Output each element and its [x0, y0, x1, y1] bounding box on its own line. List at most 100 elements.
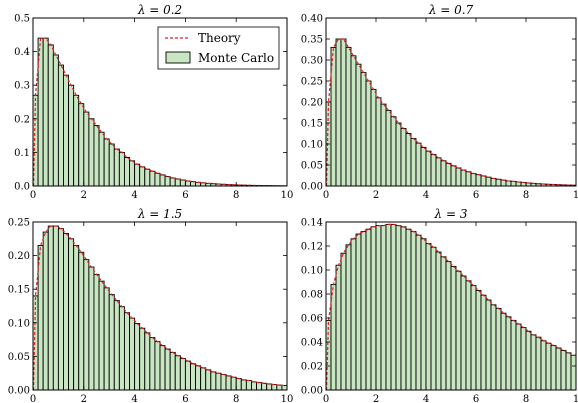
subplot-title: λ = 3: [434, 207, 468, 221]
subplot-1: 0.0 0.1 0.2 0.3 0.4 0.5 0 2 4 6 8 10 λ = 0.2 Theory Mo…: [14, 3, 293, 201]
histogram-bar: [78, 103, 85, 187]
histogram-bar: [98, 131, 105, 187]
histogram-bar: [340, 252, 347, 391]
histogram-bar: [220, 374, 227, 391]
y-tick-label: 0.3: [14, 81, 30, 92]
histogram-bar: [164, 348, 171, 391]
histogram-bar: [490, 177, 497, 187]
histogram-bar: [475, 289, 482, 391]
histogram-bar: [470, 285, 477, 391]
y-tick-label: 0.08: [301, 290, 323, 301]
histogram-bar: [190, 363, 197, 391]
histogram-bar: [425, 243, 432, 391]
histogram-bar: [83, 111, 90, 187]
histogram-bar: [88, 118, 95, 187]
histogram-bar: [375, 225, 382, 391]
histogram-bar: [174, 355, 181, 391]
x-tick-label: 1: [573, 190, 578, 201]
histogram-bar: [88, 266, 95, 391]
histogram-bar: [159, 174, 166, 187]
histogram-bar: [169, 351, 176, 391]
histogram-bar: [169, 177, 176, 187]
histogram-bar: [200, 367, 207, 391]
histogram-bar: [205, 369, 212, 391]
x-tick-label: 6: [473, 394, 479, 403]
histogram-bar: [365, 80, 372, 187]
histogram-bar: [154, 341, 161, 391]
histogram-bar: [93, 125, 100, 187]
histogram-bar: [78, 251, 85, 391]
histogram-bar: [510, 180, 517, 187]
x-tick-label: 0: [323, 190, 329, 201]
histogram-bar: [435, 157, 442, 187]
histogram-bar: [108, 294, 115, 391]
histogram-bar: [365, 228, 372, 391]
legend: Theory Monte Carlo: [157, 26, 280, 70]
y-tick-label: 0.05: [301, 161, 323, 172]
x-tick-label: 2: [373, 190, 379, 201]
theory-line: [32, 225, 285, 391]
histogram-bar: [345, 244, 352, 391]
histogram-bar: [510, 319, 517, 391]
histogram-bar: [230, 376, 237, 391]
y-tick-label: 0.30: [301, 56, 323, 67]
histogram-bar: [335, 264, 342, 391]
histogram-bar: [118, 151, 125, 187]
legend-montecarlo-swatch: [165, 51, 191, 64]
histogram-bar: [370, 226, 377, 391]
histogram-bar: [480, 294, 487, 391]
histogram-bar: [32, 295, 39, 391]
y-tick-label: 0.35: [301, 35, 323, 46]
histogram-bar: [400, 128, 407, 187]
theory-line: [325, 223, 574, 391]
histogram-bar: [415, 142, 422, 187]
x-tick-label: 1: [573, 394, 578, 403]
histogram-bar: [505, 180, 512, 187]
histogram-bar: [460, 275, 467, 391]
histogram-bar: [134, 163, 141, 187]
histogram-bar: [335, 38, 342, 187]
x-tick-label: 6: [182, 394, 188, 403]
histogram-bar: [570, 354, 577, 391]
x-tick-label: 4: [423, 190, 429, 201]
histogram-bar: [405, 133, 412, 187]
histogram-bar: [250, 381, 257, 391]
histogram-bar: [440, 256, 447, 391]
x-tick-label: 8: [233, 190, 239, 201]
x-tick-label: 8: [233, 394, 239, 403]
legend-label-monte-carlo: Monte Carlo: [198, 51, 274, 65]
histogram-bar: [380, 103, 387, 187]
histogram-bar: [108, 143, 115, 187]
histogram-bar: [355, 63, 362, 187]
histogram-bar: [385, 223, 392, 391]
histogram-bar: [390, 116, 397, 187]
histogram-bar: [350, 238, 357, 391]
histogram-bar: [47, 225, 54, 391]
histogram-bar: [405, 228, 412, 391]
histogram-bar: [445, 162, 452, 187]
histogram-bar: [525, 330, 532, 391]
y-tick-label: 0.12: [301, 242, 323, 253]
histogram-bar: [520, 327, 527, 391]
y-tick-label: 0.2: [14, 114, 30, 125]
histogram-bar: [118, 306, 125, 391]
y-tick-label: 0.00: [301, 182, 323, 193]
histogram-bar: [240, 379, 247, 391]
histogram-bar: [42, 37, 49, 187]
histogram-bar: [500, 179, 507, 187]
subplot-3: 0.00 0.05 0.10 0.15 0.20 0.25 0 2 4 6 8 10 λ = 1.5: [8, 207, 294, 403]
histogram-bar: [505, 316, 512, 391]
histogram-bar: [395, 122, 402, 187]
histogram-bar: [540, 340, 547, 391]
histogram-bar: [144, 332, 151, 391]
x-tick-label: 10: [281, 190, 294, 201]
histogram-bar: [495, 307, 502, 391]
histogram-bar: [68, 84, 75, 187]
subplot-title: λ = 0.2: [137, 3, 182, 17]
histogram-bar: [400, 226, 407, 391]
histogram-bar: [490, 304, 497, 391]
histogram-bar: [261, 382, 268, 391]
histogram-bar: [174, 178, 181, 187]
y-tick-label: 0.05: [8, 352, 30, 363]
